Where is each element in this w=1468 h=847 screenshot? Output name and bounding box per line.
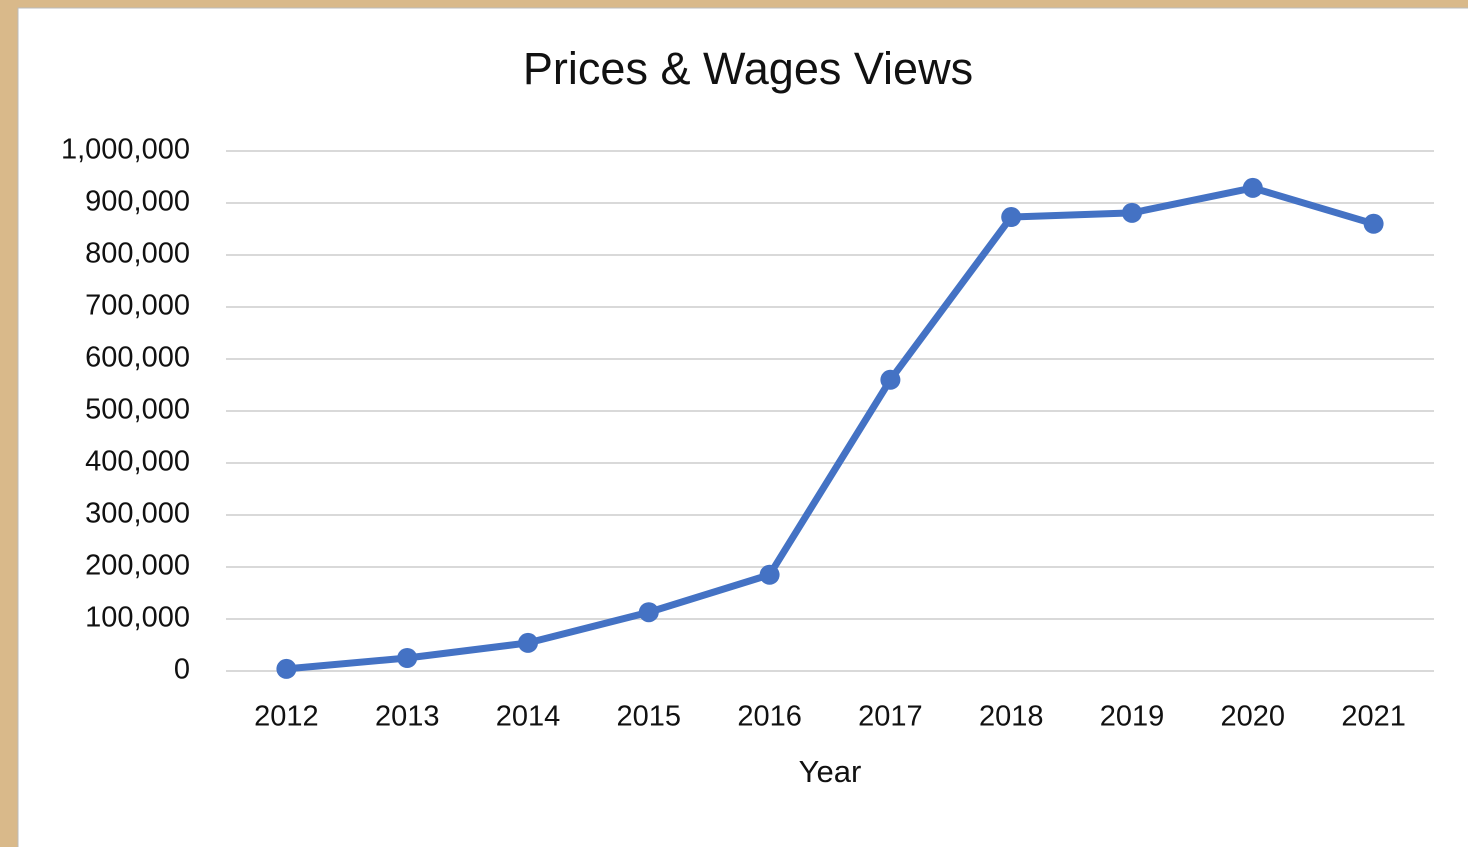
point bbox=[1001, 207, 1022, 228]
x-axis-title: Year bbox=[799, 754, 862, 789]
y-tick-label: 600,000 bbox=[85, 342, 190, 374]
point bbox=[1242, 177, 1263, 198]
y-tick-label: 700,000 bbox=[85, 290, 190, 322]
x-tick-label: 2019 bbox=[1100, 701, 1165, 733]
chart-panel bbox=[17, 7, 1468, 847]
point bbox=[1122, 202, 1142, 223]
chart-title: Prices & Wages Views bbox=[523, 43, 973, 94]
x-tick-label: 2020 bbox=[1221, 701, 1286, 733]
x-tick-label: 2013 bbox=[375, 701, 440, 733]
x-tick-label: 2014 bbox=[496, 701, 561, 733]
y-tick-label: 900,000 bbox=[85, 186, 190, 218]
x-tick-label: 2015 bbox=[617, 701, 682, 733]
x-tick-label: 2012 bbox=[254, 701, 319, 733]
y-tick-label: 500,000 bbox=[85, 394, 190, 426]
point bbox=[880, 369, 901, 390]
point bbox=[276, 658, 297, 679]
y-tick-label: 100,000 bbox=[85, 602, 190, 634]
x-tick-label: 2018 bbox=[979, 701, 1044, 733]
y-tick-label: 0 bbox=[174, 654, 190, 686]
y-tick-label: 400,000 bbox=[85, 446, 190, 478]
point bbox=[518, 632, 538, 653]
y-tick-label: 1,000,000 bbox=[61, 134, 190, 166]
y-tick-label: 200,000 bbox=[85, 550, 190, 582]
line bbox=[286, 184, 1375, 673]
point bbox=[638, 602, 659, 623]
point bbox=[759, 564, 780, 585]
point bbox=[397, 648, 418, 668]
y-tick-label: 800,000 bbox=[85, 238, 190, 270]
y-tick-label: 300,000 bbox=[85, 498, 190, 530]
x-tick-label: 2021 bbox=[1341, 701, 1406, 733]
x-tick-label: 2017 bbox=[858, 701, 923, 733]
x-tick-label: 2016 bbox=[737, 701, 802, 733]
point bbox=[1363, 213, 1384, 234]
